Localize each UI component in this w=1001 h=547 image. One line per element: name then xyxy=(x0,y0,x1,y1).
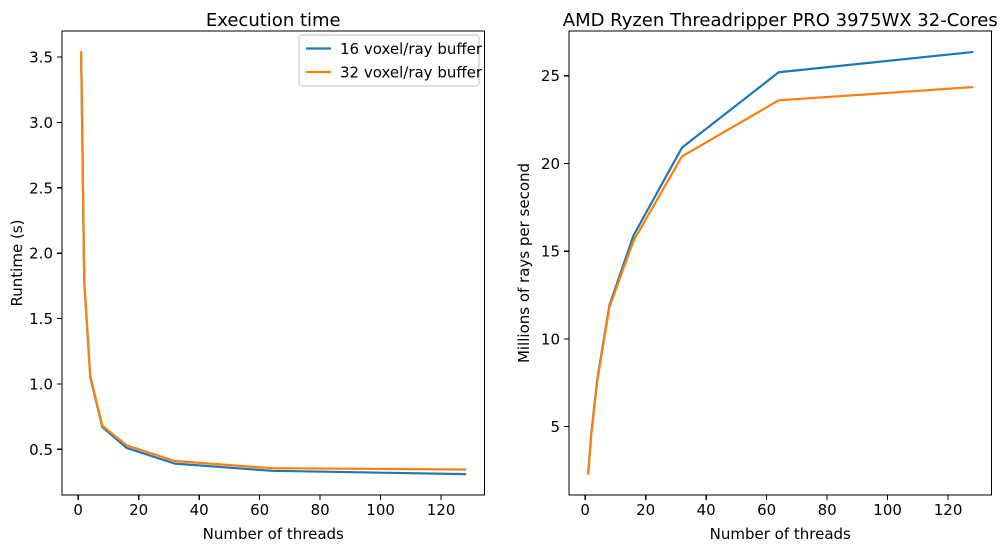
plot-area-border xyxy=(61,30,486,496)
x-tick-label: 40 xyxy=(190,501,209,519)
y-axis-label: Millions of rays per second xyxy=(515,163,533,363)
x-tick-label: 0 xyxy=(580,501,590,519)
y-axis-label: Runtime (s) xyxy=(8,220,26,307)
y-tick-label: 15 xyxy=(541,243,560,261)
series-line-32-voxel xyxy=(80,50,467,471)
y-tick-label: 1.5 xyxy=(29,310,53,328)
legend: 16 voxel/ray buffer 32 voxel/ray buffer xyxy=(298,34,483,87)
x-axis-label: Number of threads xyxy=(710,525,851,543)
plot-area-border xyxy=(568,30,993,496)
y-tick-label: 0.5 xyxy=(29,441,53,459)
y-tick-label: 2.5 xyxy=(29,179,53,197)
x-tick-label: 20 xyxy=(636,501,655,519)
x-tick-label: 100 xyxy=(366,501,395,519)
chart-title: Execution time xyxy=(206,10,341,31)
y-tick-label: 5 xyxy=(550,418,560,436)
series-line-32-voxel xyxy=(587,86,974,476)
x-tick-label: 60 xyxy=(250,501,269,519)
x-axis-label: Number of threads xyxy=(203,525,344,543)
y-tick-label: 25 xyxy=(541,67,560,85)
x-tick-label: 40 xyxy=(697,501,716,519)
legend-entry-label: 32 voxel/ray buffer xyxy=(340,64,483,82)
x-tick-label: 20 xyxy=(129,501,148,519)
x-tick-label: 100 xyxy=(873,501,902,519)
y-tick-label: 20 xyxy=(541,155,560,173)
x-tick-label: 120 xyxy=(934,501,963,519)
legend-entry-label: 16 voxel/ray buffer xyxy=(340,40,483,58)
x-tick-label: 0 xyxy=(73,501,83,519)
y-tick-label: 3.0 xyxy=(29,114,53,132)
chart-title: AMD Ryzen Threadripper PRO 3975WX 32-Cor… xyxy=(563,10,998,31)
x-tick-label: 80 xyxy=(818,501,837,519)
y-tick-label: 10 xyxy=(541,330,560,348)
x-tick-label: 120 xyxy=(427,501,456,519)
y-tick-label: 1.0 xyxy=(29,375,53,393)
series-line-16-voxel xyxy=(587,50,974,475)
x-tick-label: 60 xyxy=(757,501,776,519)
legend-frame xyxy=(298,34,480,87)
series-line-16-voxel xyxy=(80,56,467,476)
y-tick-label: 3.5 xyxy=(29,49,53,67)
execution-time-chart: 0 20 40 60 80 100 120 0.5 1.0 1.5 2.0 2.5 3.0 3.5 Exec… xyxy=(8,10,486,543)
x-tick-label: 80 xyxy=(311,501,330,519)
y-tick-label: 2.0 xyxy=(29,245,53,263)
throughput-chart: 0 20 40 60 80 100 120 5 10 15 20 25 AMD Ryzen Thread… xyxy=(515,10,998,543)
